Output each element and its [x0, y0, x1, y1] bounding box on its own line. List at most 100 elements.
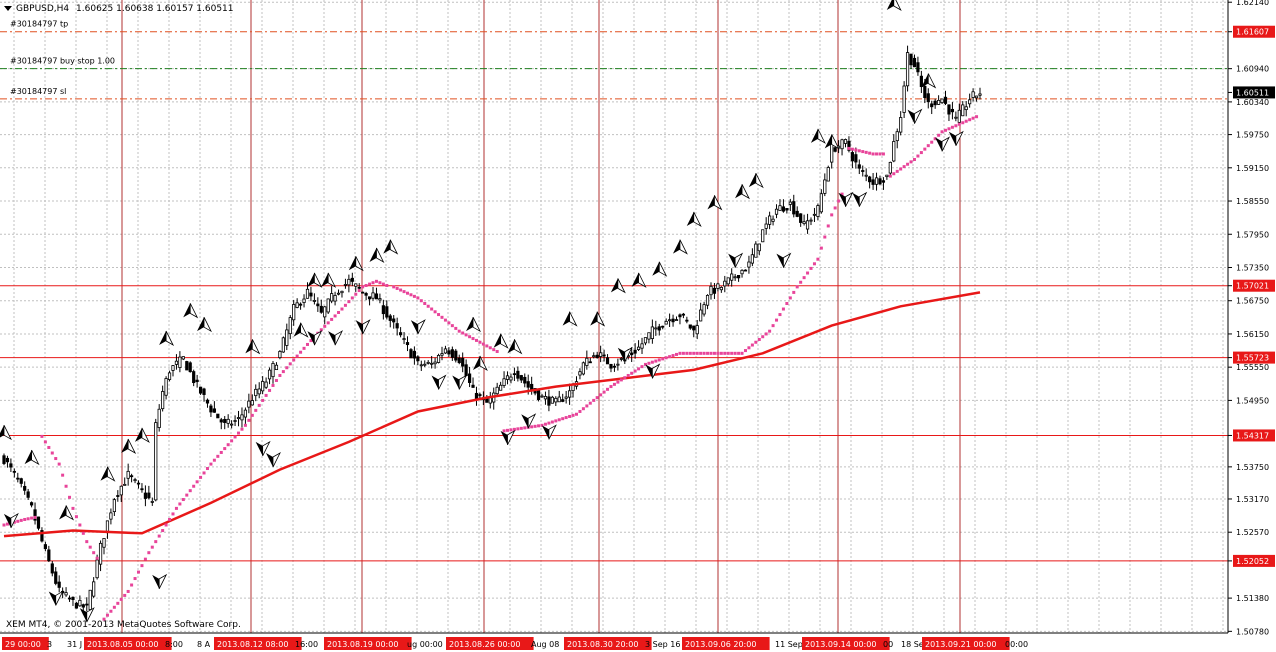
sar-dot [871, 152, 875, 156]
candle-body [264, 381, 268, 388]
fractal-half [383, 239, 391, 254]
candle-body [261, 381, 265, 392]
fractal-down-icon [152, 573, 168, 590]
candle-body [505, 375, 510, 380]
candle-body [412, 350, 417, 359]
candle-body [909, 53, 913, 66]
candle [274, 362, 279, 371]
candle-body [5, 457, 10, 463]
candle-body [395, 323, 399, 329]
candle-body [74, 602, 79, 609]
fractal-up-icon [383, 239, 399, 255]
candle [385, 300, 389, 320]
sar-dot [343, 303, 347, 307]
fractal-up-icon [672, 239, 688, 255]
candle [174, 354, 179, 370]
candle-body [699, 309, 703, 322]
time-tick-label: 11 Sep [775, 640, 803, 649]
candle-body [250, 400, 254, 406]
candle [178, 351, 182, 373]
candle [647, 332, 651, 344]
sar-dot [512, 427, 516, 431]
candle [688, 324, 692, 330]
sar-dot [219, 450, 223, 454]
sar-dot [378, 281, 382, 285]
fractal-half [389, 239, 399, 255]
candle-body [954, 116, 958, 119]
candle [940, 98, 944, 105]
sar-dot [164, 523, 168, 527]
candle-body [592, 355, 596, 358]
candle [619, 357, 623, 362]
candle-body [802, 221, 806, 225]
candle [140, 483, 144, 493]
candle [712, 283, 717, 299]
candle [395, 317, 399, 336]
fractal-down-icon [541, 424, 557, 440]
candle-body [754, 243, 758, 258]
candle-body [254, 388, 258, 397]
candle [47, 545, 51, 563]
sar-dot [471, 337, 475, 341]
fractal-down-icon [355, 319, 371, 335]
sar-dot [947, 127, 951, 131]
candle-body [236, 417, 241, 420]
candle-body [416, 356, 420, 362]
fractal-up-icon [610, 278, 626, 294]
time-tag [446, 637, 534, 650]
sar-dot [540, 423, 544, 427]
price-tag [1233, 25, 1275, 38]
sar-dot [709, 351, 713, 355]
sar-dot [216, 454, 220, 458]
sar-dot [295, 354, 299, 358]
fractal-half [203, 316, 212, 333]
candle [347, 274, 351, 293]
candle [471, 377, 475, 388]
sar-dot [740, 351, 744, 355]
sar-dot [971, 116, 975, 120]
sar-dot [385, 283, 389, 287]
candle [264, 377, 268, 390]
sar-dot [702, 351, 706, 355]
sar-dot [481, 342, 485, 346]
sar-dot [381, 282, 385, 286]
fractal-half [810, 128, 818, 143]
sar-dot [764, 332, 768, 336]
candle-body [919, 75, 923, 87]
fractal-half [141, 427, 150, 443]
candle [323, 305, 327, 325]
candle [602, 349, 606, 362]
sar-dot [454, 326, 458, 330]
chart-menu-arrow-icon[interactable] [4, 6, 12, 11]
price-tick-label: 1.60940 [1236, 65, 1269, 74]
candle [874, 172, 879, 191]
candle-body [288, 317, 292, 335]
candle-body [733, 276, 737, 279]
candle [198, 386, 203, 395]
sar-dot [450, 324, 454, 328]
sar-dot [516, 427, 520, 431]
candle-body [871, 179, 875, 185]
candle [247, 393, 251, 414]
candle [702, 301, 706, 317]
fractal-half [679, 239, 688, 255]
candle-body [516, 370, 520, 379]
sar-dot [299, 350, 303, 354]
fractal-half [624, 346, 633, 362]
sar-dot [754, 340, 758, 344]
candle [750, 248, 754, 267]
fractal-up-icon [686, 211, 702, 227]
candle [636, 340, 641, 351]
candle [367, 296, 372, 306]
candle-body [154, 422, 158, 501]
fractal-half [610, 278, 618, 293]
fractal-up-icon [369, 247, 385, 263]
fractal-half [86, 607, 95, 623]
candle-body [850, 152, 854, 162]
candle-body [547, 396, 551, 406]
candle-body [633, 349, 637, 354]
fractal-up-icon [197, 316, 212, 333]
